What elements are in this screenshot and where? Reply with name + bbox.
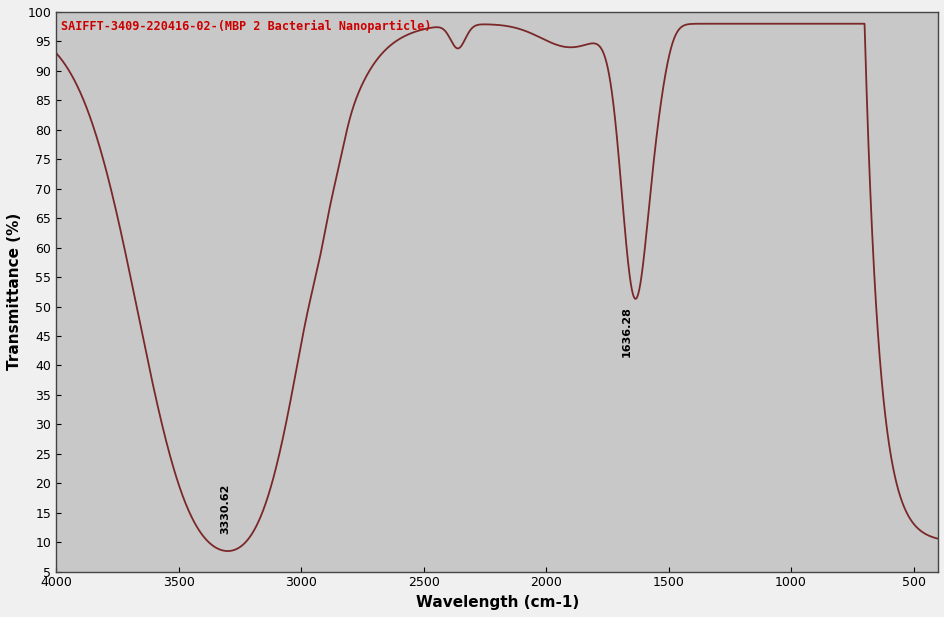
Text: 1636.28: 1636.28 — [621, 307, 631, 357]
Y-axis label: Transmittance (%): Transmittance (%) — [7, 213, 22, 370]
X-axis label: Wavelength (cm-1): Wavelength (cm-1) — [415, 595, 578, 610]
Text: 3330.62: 3330.62 — [220, 483, 229, 534]
Text: SAIFFT-3409-220416-02-(MBP 2 Bacterial Nanoparticle): SAIFFT-3409-220416-02-(MBP 2 Bacterial N… — [60, 20, 430, 33]
